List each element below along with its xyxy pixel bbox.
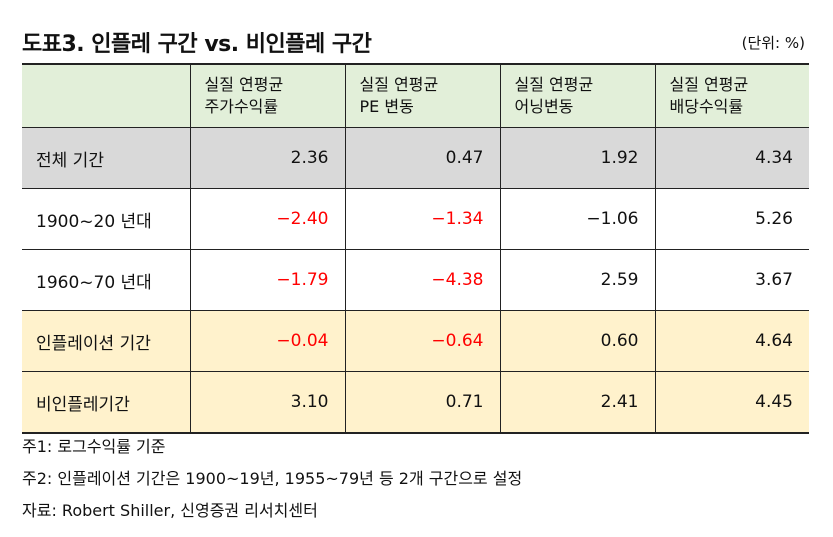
table-row: 비인플레기간 3.10 0.71 2.41 4.45 (22, 371, 809, 434)
source-note: 자료: Robert Shiller, 신영증권 리서치센터 (22, 501, 318, 520)
header-cell: 실질 연평균 PE 변동 (344, 65, 500, 128)
value-cell: 4.64 (654, 310, 809, 372)
value-cell: −4.38 (344, 249, 500, 311)
value-cell: −0.04 (189, 310, 345, 372)
value-cell: 2.59 (499, 249, 655, 311)
table-row: 1960~70 년대 −1.79 −4.38 2.59 3.67 (22, 249, 809, 311)
value-cell: −1.79 (189, 249, 345, 311)
value-cell: −1.34 (344, 188, 500, 250)
row-label: 1960~70 년대 (22, 249, 190, 311)
header-cell: 실질 연평균 주가수익률 (189, 65, 345, 128)
value-cell: 2.36 (189, 127, 345, 189)
value-cell: 0.71 (344, 371, 500, 434)
value-cell: 4.34 (654, 127, 809, 189)
value-cell: 5.26 (654, 188, 809, 250)
footnote-2: 주2: 인플레이션 기간은 1900~19년, 1955~79년 등 2개 구간… (22, 469, 523, 488)
row-label: 전체 기간 (22, 127, 190, 189)
unit-label: (단위: %) (741, 34, 805, 52)
value-cell: −1.06 (499, 188, 655, 250)
data-table: 실질 연평균 주가수익률 실질 연평균 PE 변동 실질 연평균 어닝변동 실질 연평… (22, 65, 809, 434)
row-label: 인플레이션 기간 (22, 310, 190, 372)
footnote-1: 주1: 로그수익률 기준 (22, 437, 166, 456)
value-cell: −2.40 (189, 188, 345, 250)
value-cell: 3.10 (189, 371, 345, 434)
value-cell: 3.67 (654, 249, 809, 311)
row-label: 1900~20 년대 (22, 188, 190, 250)
row-label: 비인플레기간 (22, 371, 190, 434)
table-row: 전체 기간 2.36 0.47 1.92 4.34 (22, 127, 809, 189)
table-row: 인플레이션 기간 −0.04 −0.64 0.60 4.64 (22, 310, 809, 372)
table-top-border (22, 63, 809, 65)
value-cell: 0.60 (499, 310, 655, 372)
header-cell: 실질 연평균 배당수익률 (654, 65, 809, 128)
header-cell-empty (22, 65, 190, 128)
table-header-row: 실질 연평균 주가수익률 실질 연평균 PE 변동 실질 연평균 어닝변동 실질 연평… (22, 65, 809, 128)
page-title: 도표3. 인플레 구간 vs. 비인플레 구간 (22, 32, 372, 57)
value-cell: 2.41 (499, 371, 655, 434)
value-cell: 0.47 (344, 127, 500, 189)
value-cell: 4.45 (654, 371, 809, 434)
table-row: 1900~20 년대 −2.40 −1.34 −1.06 5.26 (22, 188, 809, 250)
header-cell: 실질 연평균 어닝변동 (499, 65, 655, 128)
value-cell: 1.92 (499, 127, 655, 189)
value-cell: −0.64 (344, 310, 500, 372)
